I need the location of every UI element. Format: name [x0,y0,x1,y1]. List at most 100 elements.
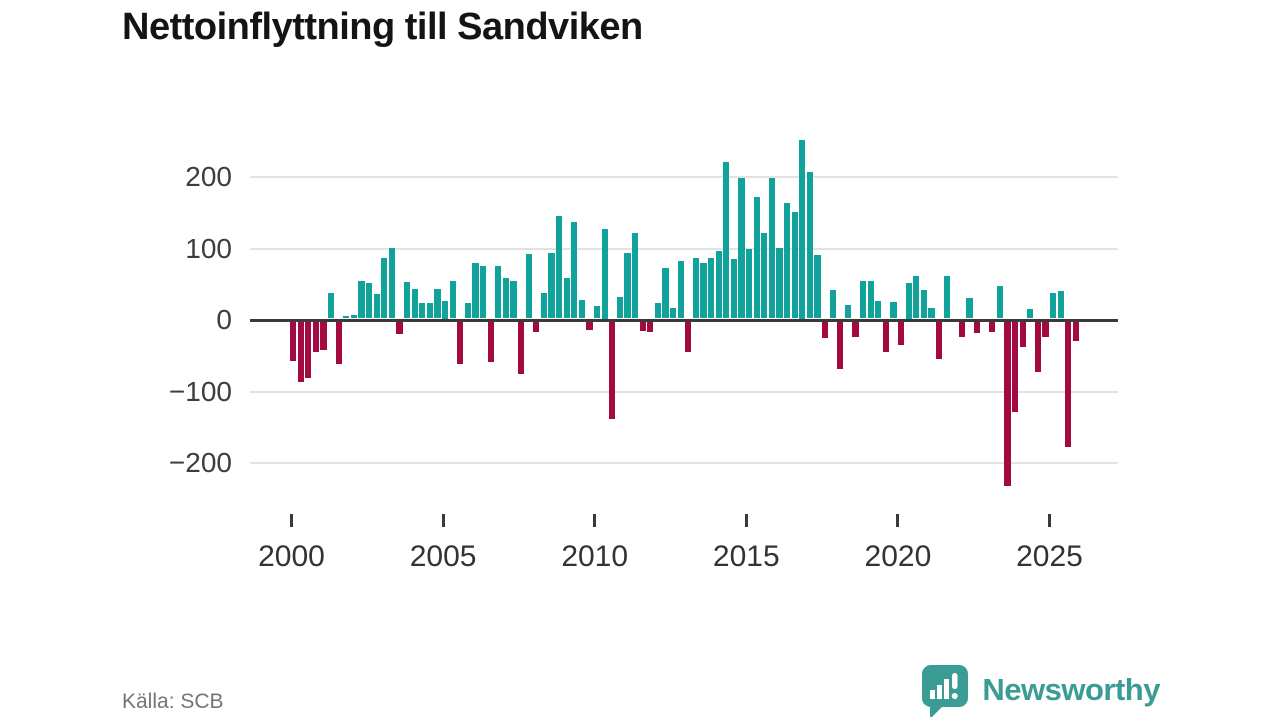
x-axis-tick-mark [896,514,900,527]
bar [1019,321,1026,347]
bar [373,294,380,319]
x-axis-tick-mark [1048,514,1051,527]
x-axis-tick-label: 2000 [258,540,325,573]
bar [814,254,821,319]
bar [905,282,912,319]
bar [381,257,388,319]
bar [654,303,661,319]
bar [434,289,441,319]
bar [525,254,532,319]
bar [312,321,319,352]
bar [556,216,563,319]
grid-line [250,462,1118,464]
grid-line [250,390,1118,393]
y-axis-tick-label: −100 [168,375,232,407]
bar [502,277,509,319]
bar [875,301,882,319]
bar [335,321,342,365]
bar [700,262,707,319]
bar [1027,309,1034,319]
newsworthy-wordmark: Newsworthy [982,672,1160,707]
bar [366,283,373,319]
x-axis-tick-label: 2015 [712,540,780,573]
grid-line [250,247,1118,250]
x-axis-tick-label: 2020 [864,540,932,573]
bar [943,276,950,319]
x-axis-tick-mark [441,514,445,527]
y-axis-tick-label: −200 [168,447,232,478]
bar [586,321,593,331]
bar [411,289,418,319]
bar [442,300,449,319]
bar [358,280,365,319]
bar [860,281,867,319]
bar [844,304,851,319]
bar [594,305,601,319]
bar [989,321,996,332]
bar [297,321,304,382]
bar [1065,321,1072,447]
bar [822,321,829,338]
bar [776,247,783,319]
bar [563,277,570,319]
newsworthy-logo: Newsworthy [920,663,1160,719]
bar [837,321,844,370]
bar [350,314,357,319]
bar [913,276,920,319]
bar [487,321,494,363]
source-caption: Källa: SCB [122,690,224,713]
bar [1057,290,1064,319]
bar [472,262,479,319]
bar [715,251,722,319]
bar [692,257,699,319]
bar [305,321,312,378]
bar [723,161,730,319]
x-axis-tick-mark [593,514,597,527]
bar [746,249,753,319]
bar [578,299,585,319]
bar [799,139,806,319]
bar [1072,321,1079,341]
bar [958,321,965,338]
bar [768,178,775,319]
bar [426,303,433,319]
bar [882,321,889,353]
bar [548,253,555,319]
bar [624,253,631,319]
bar [449,280,456,319]
y-axis-tick-label: 0 [216,304,232,335]
bar [1050,292,1057,319]
bar [1012,321,1019,412]
bar [328,292,335,319]
bar [609,321,616,419]
bar [457,321,464,365]
y-axis-tick-label: 200 [185,161,232,192]
bar [396,321,403,334]
zero-axis-line [250,319,1118,322]
bar [761,233,768,319]
bar [966,297,973,319]
bar [890,302,897,319]
bar [540,292,547,319]
bar [898,321,905,346]
bar [806,171,813,319]
bar [533,321,540,333]
bar [480,265,487,319]
grid-line [250,176,1118,178]
bar [639,321,646,331]
bar [343,315,350,319]
bar [464,303,471,319]
bar [571,221,578,319]
bar [601,229,608,319]
bar [1034,321,1041,372]
bar [996,286,1003,319]
chart-title: Nettoinflyttning till Sandviken [122,6,643,48]
bar [388,248,395,319]
bar [936,321,943,360]
bar [320,321,327,351]
x-axis-tick-label: 2010 [561,540,629,573]
bar [647,321,654,332]
bar [670,308,677,319]
bar [974,321,981,333]
